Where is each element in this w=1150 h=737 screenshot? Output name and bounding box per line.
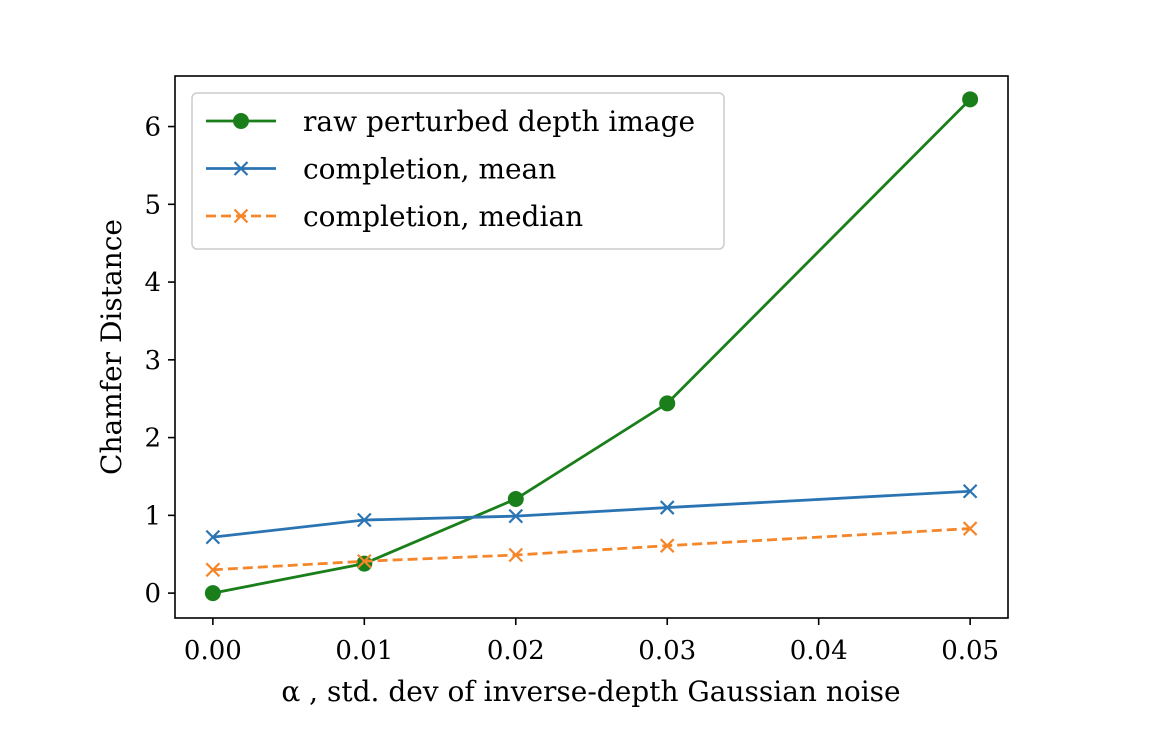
x-tick-label: 0.00 (184, 636, 242, 666)
y-axis-label: Chamfer Distance (95, 219, 128, 475)
axes-frame (174, 75, 1009, 619)
legend-item-2: completion, median (206, 200, 583, 233)
data-point (357, 553, 372, 569)
data-point (962, 91, 979, 108)
data-point (962, 483, 978, 499)
legend-box (191, 92, 725, 250)
series-line (212, 527, 971, 572)
y-tick-label: 2 (144, 424, 161, 454)
x-tick-label: 0.03 (638, 636, 696, 666)
x-tick-label: 0.02 (487, 636, 545, 666)
series-1 (205, 483, 978, 545)
data-point (508, 508, 524, 524)
data-point (659, 395, 676, 412)
y-tick-label: 4 (144, 268, 161, 298)
data-point (659, 500, 675, 515)
legend-marker (233, 208, 249, 224)
data-point (659, 538, 675, 553)
data-point (507, 491, 524, 508)
x-tick-label: 0.01 (335, 636, 393, 666)
legend-label: completion, median (303, 200, 583, 233)
legend-label: raw perturbed depth image (303, 105, 695, 138)
y-tick-label: 5 (144, 190, 161, 220)
legend-label: completion, mean (303, 153, 556, 186)
data-point (508, 547, 524, 563)
data-point (204, 585, 221, 602)
data-point (962, 521, 978, 536)
data-point (205, 529, 221, 545)
legend-marker (233, 161, 249, 176)
x-tick-label: 0.04 (790, 636, 848, 666)
x-tick-label: 0.05 (941, 636, 999, 666)
y-tick-label: 1 (144, 501, 161, 531)
y-tick-label: 0 (144, 579, 161, 609)
legend: raw perturbed depth image completion, mea… (191, 92, 725, 250)
series-0 (204, 91, 979, 602)
axis-ticks: 0.00 0.01 0.02 0.03 0.04 0.05 0 1 2 3 4 5 6 (144, 113, 999, 666)
legend-item-1: completion, mean (206, 153, 556, 186)
data-point (357, 512, 372, 528)
data-point (356, 555, 373, 572)
legend-marker (233, 113, 249, 129)
legend-item-0: raw perturbed depth image (206, 105, 695, 138)
legend-items: raw perturbed depth image completion, mea… (206, 105, 695, 233)
y-tick-label: 3 (144, 346, 161, 376)
data-point (205, 562, 221, 578)
y-tick-label: 6 (144, 113, 161, 143)
series-2 (205, 521, 978, 578)
series-line (212, 489, 971, 539)
plot-marks (204, 91, 979, 602)
x-axis-label: α , std. dev of inverse-depth Gaussian n… (281, 675, 900, 708)
